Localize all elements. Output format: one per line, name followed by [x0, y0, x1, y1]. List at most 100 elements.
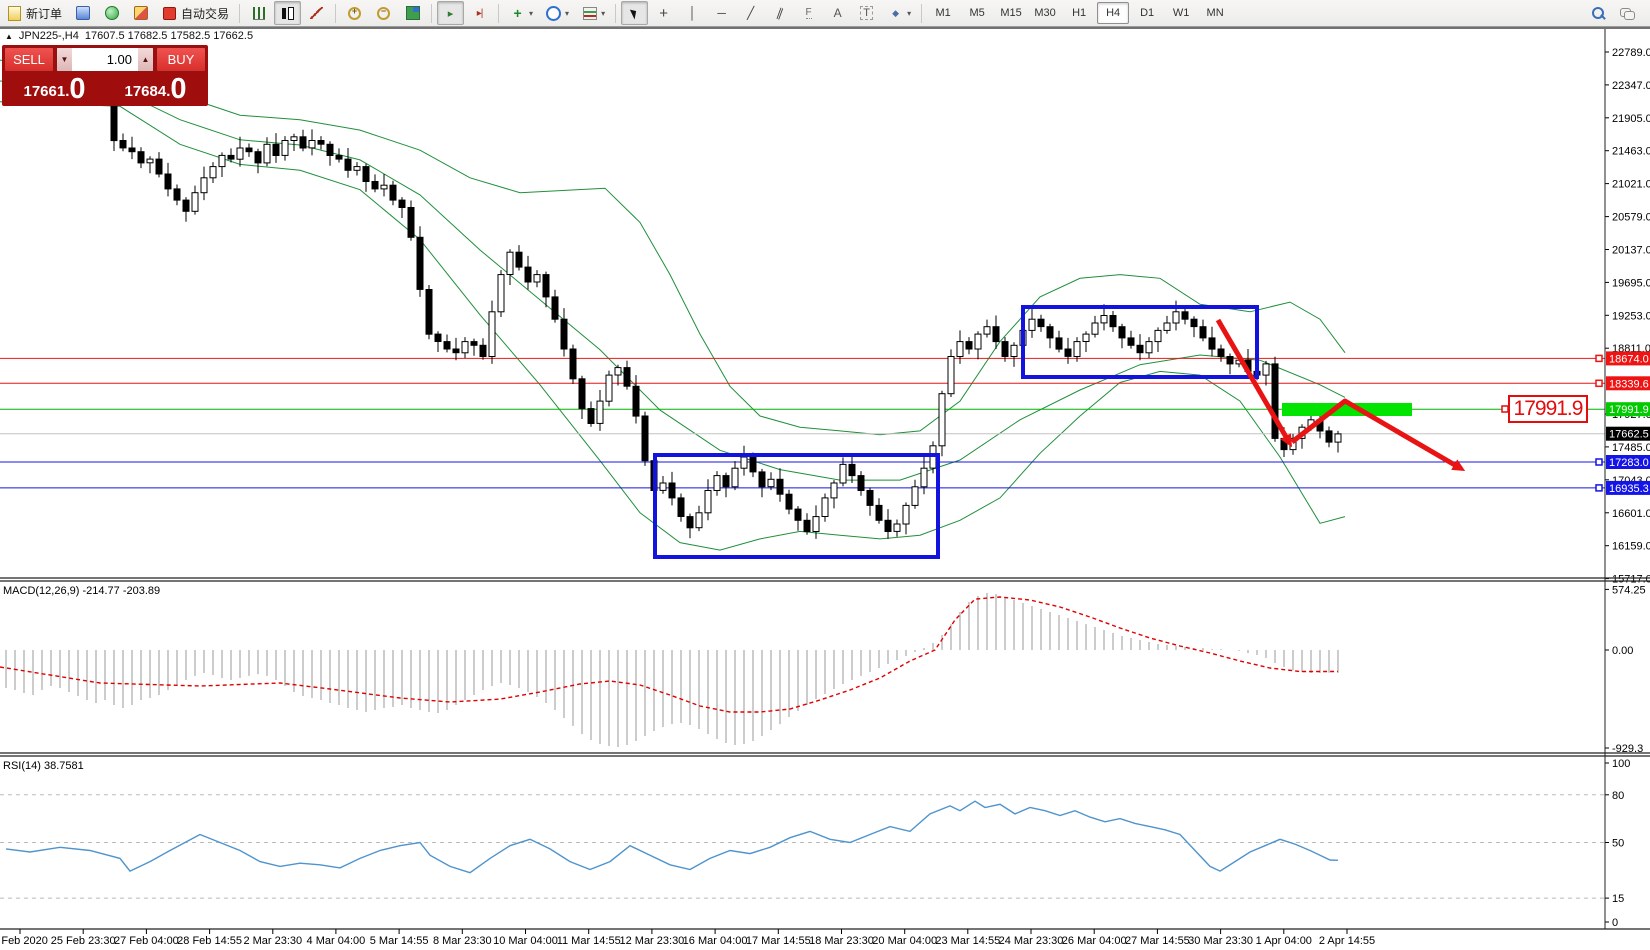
- market-watch-button[interactable]: [69, 1, 96, 25]
- buy-button[interactable]: BUY: [156, 47, 206, 72]
- trendline-button[interactable]: [737, 1, 764, 25]
- candles-icon: [279, 5, 296, 21]
- price-callout[interactable]: 17991.9: [1508, 395, 1588, 423]
- periods-icon: [545, 5, 562, 21]
- svg-text:21905.0: 21905.0: [1612, 113, 1650, 125]
- strategy-tester-button[interactable]: [127, 1, 154, 25]
- red-arrow-2: [1290, 398, 1462, 471]
- new-order-button[interactable]: 新订单: [1, 1, 67, 25]
- svg-text:10 Mar 04:00: 10 Mar 04:00: [493, 935, 558, 947]
- svg-text:23 Mar 14:55: 23 Mar 14:55: [935, 935, 1000, 947]
- sell-price: 17661. 0: [23, 73, 86, 105]
- svg-text:4 Feb 2020: 4 Feb 2020: [0, 935, 48, 947]
- timeframe-mn-button[interactable]: MN: [1206, 7, 1224, 19]
- svg-text:574.25: 574.25: [1612, 584, 1646, 596]
- channel-button[interactable]: [766, 1, 793, 25]
- svg-text:100: 100: [1612, 758, 1630, 770]
- cursor-button[interactable]: [621, 1, 649, 25]
- red-arrow-1: [1215, 318, 1292, 444]
- timeframe-m30-button[interactable]: M30: [1034, 7, 1056, 19]
- timeframe-m5-button[interactable]: M5: [969, 7, 985, 19]
- new-order-icon: [6, 5, 23, 21]
- svg-text:16159.0: 16159.0: [1612, 541, 1650, 553]
- svg-text:0.00: 0.00: [1612, 645, 1633, 657]
- macd-pane: 574.25 0.00 -929.3 MACD(12,26,9) -214.77 -2…: [0, 584, 1646, 755]
- auto-scroll-button[interactable]: [437, 1, 465, 25]
- timeframe-m1-button[interactable]: M1: [935, 7, 951, 19]
- svg-text:50: 50: [1612, 838, 1624, 850]
- zoom-in-button[interactable]: [341, 1, 368, 25]
- collapse-icon[interactable]: ▲: [5, 31, 13, 41]
- svg-text:17283.0: 17283.0: [1609, 457, 1649, 469]
- arrows-button[interactable]: ▾: [882, 1, 916, 25]
- svg-text:22347.0: 22347.0: [1612, 80, 1650, 92]
- volume-down-button[interactable]: ▼: [57, 48, 72, 71]
- bollinger-bands: [0, 59, 1346, 551]
- periods-button[interactable]: ▾: [540, 1, 574, 25]
- text-label-button[interactable]: [853, 1, 880, 25]
- chart-annotations[interactable]: [653, 305, 1603, 559]
- vertical-line-button[interactable]: [679, 1, 706, 25]
- zoom-out-icon: [375, 5, 392, 21]
- svg-text:27 Feb 04:00: 27 Feb 04:00: [114, 935, 179, 947]
- svg-text:26 Mar 04:00: 26 Mar 04:00: [1062, 935, 1127, 947]
- timeframe-d1-button[interactable]: D1: [1140, 7, 1155, 19]
- svg-text:1 Apr 04:00: 1 Apr 04:00: [1256, 935, 1312, 947]
- chat-icon[interactable]: [1614, 1, 1641, 25]
- text-icon: [829, 5, 846, 21]
- svg-text:5 Mar 14:55: 5 Mar 14:55: [370, 935, 429, 947]
- fibo-icon: [800, 5, 817, 21]
- rsi-label: RSI(14) 38.7581: [3, 760, 84, 772]
- chart-shift-button[interactable]: [466, 1, 493, 25]
- bar-chart-icon: [250, 5, 267, 21]
- symbol-name: JPN225-,H4: [18, 30, 79, 42]
- text-button[interactable]: [824, 1, 851, 25]
- zoom-out-button[interactable]: [370, 1, 397, 25]
- horizontal-line-button[interactable]: [708, 1, 735, 25]
- trendline-icon: [742, 5, 759, 21]
- svg-text:20579.0: 20579.0: [1612, 212, 1650, 224]
- svg-text:24 Mar 23:30: 24 Mar 23:30: [999, 935, 1064, 947]
- blue-box-1: [653, 453, 940, 559]
- autotrading-button[interactable]: 自动交易: [156, 1, 234, 25]
- timeframe-w1-button[interactable]: W1: [1172, 7, 1190, 19]
- symbol-ohlc: 17607.5 17682.5 17582.5 17662.5: [84, 30, 254, 42]
- line-chart-button[interactable]: [303, 1, 330, 25]
- price-axis[interactable]: 22789.0 22347.0 21905.0 21463.0 21021.0 20579…: [1605, 47, 1650, 586]
- tile-windows-button[interactable]: [399, 1, 426, 25]
- volume-up-button[interactable]: ▲: [138, 48, 153, 71]
- svg-text:19253.0: 19253.0: [1612, 310, 1650, 322]
- search-icon[interactable]: [1585, 1, 1612, 25]
- zoom-in-icon: [346, 5, 363, 21]
- svg-text:12 Mar 23:30: 12 Mar 23:30: [619, 935, 684, 947]
- sell-button[interactable]: SELL: [4, 47, 54, 72]
- svg-text:8 Mar 23:30: 8 Mar 23:30: [433, 935, 492, 947]
- buy-price: 17684. 0: [124, 73, 187, 105]
- volume-input[interactable]: [72, 48, 138, 71]
- crosshair-button[interactable]: [650, 1, 677, 25]
- pane-separators: [0, 27, 1650, 930]
- svg-text:20 Mar 04:00: 20 Mar 04:00: [872, 935, 937, 947]
- fibonacci-button[interactable]: [795, 1, 822, 25]
- shift-icon: [471, 5, 488, 21]
- new-chart-button[interactable]: ▾: [504, 1, 538, 25]
- svg-text:18339.6: 18339.6: [1609, 378, 1649, 390]
- timeframe-h1-button[interactable]: H1: [1072, 7, 1087, 19]
- timeframe-m15-button[interactable]: M15: [1000, 7, 1022, 19]
- templates-button[interactable]: ▾: [576, 1, 610, 25]
- svg-text:18674.0: 18674.0: [1609, 353, 1649, 365]
- svg-text:11 Mar 14:55: 11 Mar 14:55: [557, 935, 621, 947]
- templates-icon: [581, 5, 598, 21]
- svg-text:0: 0: [1612, 917, 1618, 929]
- bar-chart-button[interactable]: [245, 1, 272, 25]
- data-window-button[interactable]: [98, 1, 125, 25]
- autoscroll-icon: [442, 5, 459, 21]
- svg-text:16601.0: 16601.0: [1612, 508, 1650, 520]
- svg-text:28 Feb 14:55: 28 Feb 14:55: [177, 935, 242, 947]
- timeframe-h4-button[interactable]: H4: [1097, 2, 1130, 24]
- candlestick-button[interactable]: [274, 1, 302, 25]
- svg-text:16935.3: 16935.3: [1609, 483, 1649, 495]
